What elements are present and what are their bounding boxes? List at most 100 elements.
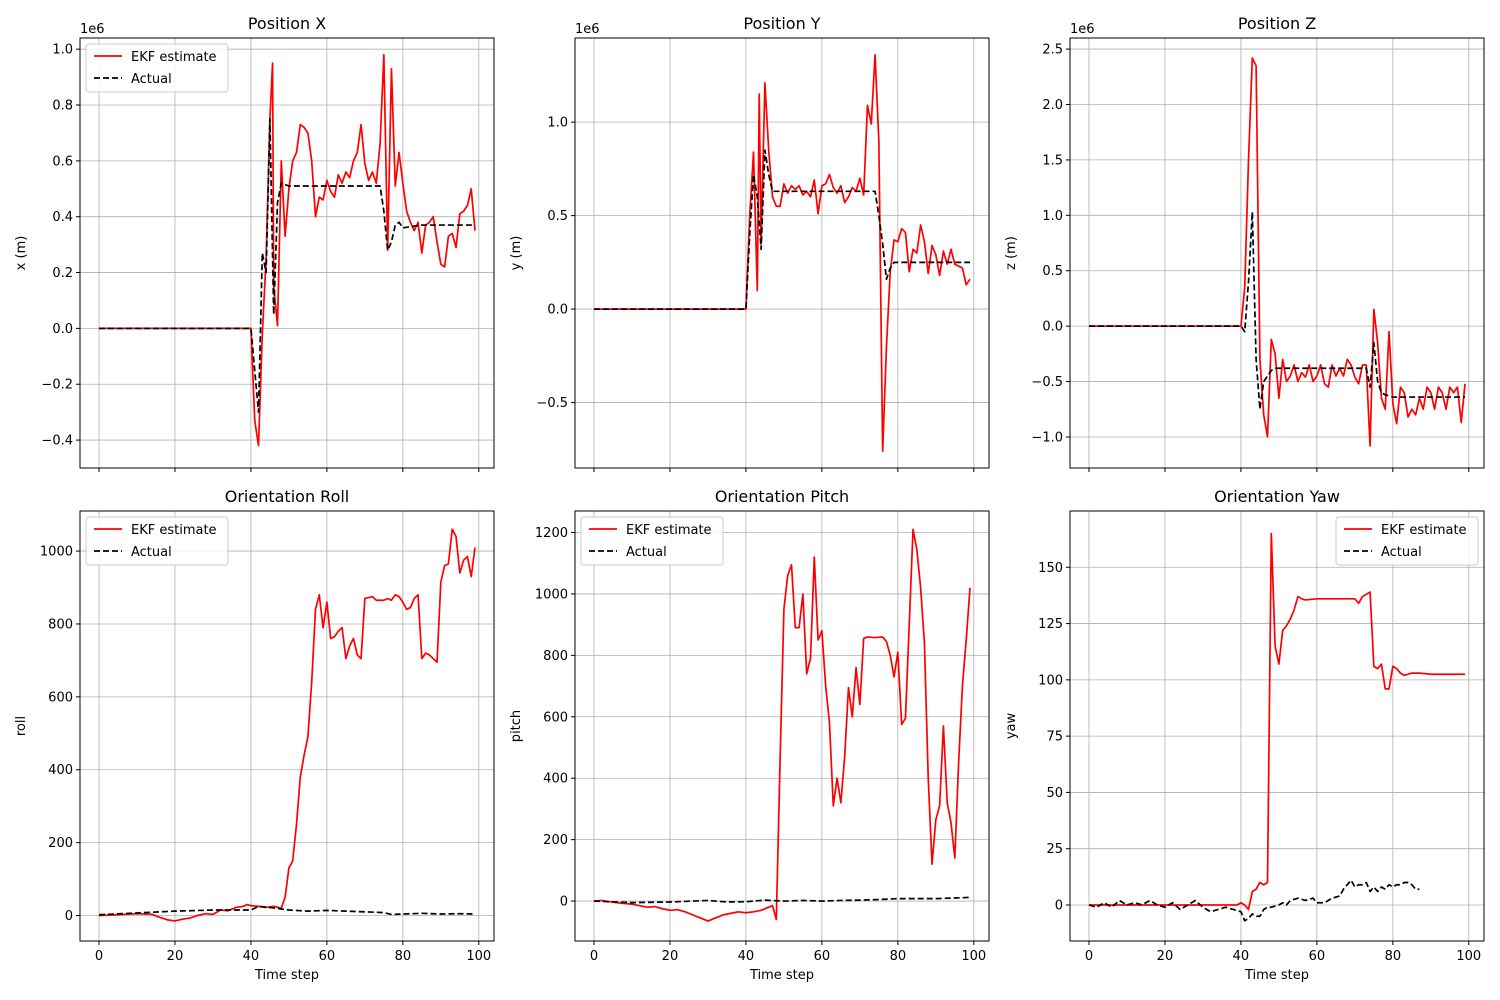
y-tick-label: 25	[1046, 842, 1063, 857]
x-tick-label: 40	[1233, 949, 1250, 964]
y-tick-label: 0.0	[52, 322, 73, 337]
ekf-estimate-series-line	[98, 528, 476, 922]
y-axis-label: x (m)	[14, 236, 29, 271]
y-tick-label: 0.5	[1042, 264, 1063, 279]
y-tick-label: 125	[1038, 617, 1063, 632]
y-axis-label: yaw	[1004, 712, 1019, 739]
chart-panel: −0.4 −0.2 0.0 0.2 0.4 0.6 0.8 1.0 Position X x (m…	[14, 14, 495, 472]
axes-frame	[574, 510, 990, 942]
x-axis-label: Time step	[254, 968, 319, 983]
actual-series-line	[98, 118, 476, 414]
y-tick-label: 600	[48, 690, 73, 705]
y-tick-label: −1.0	[1031, 430, 1063, 445]
x-tick-label: 0	[590, 949, 598, 964]
y-tick-label: 400	[543, 772, 568, 787]
legend-label: Actual	[626, 545, 667, 560]
y-tick-label: 50	[1046, 786, 1063, 801]
legend: EKF estimate Actual	[85, 43, 229, 93]
y-axis-label: roll	[14, 716, 29, 736]
axes-frame	[574, 37, 990, 469]
x-axis-label: Time step	[1244, 968, 1309, 983]
y-axis-label: z (m)	[1004, 236, 1019, 270]
y-offset-label: 1e6	[80, 22, 105, 37]
chart-panel: 0 20 40 60 80 10002004006008001000Orientation…	[14, 487, 495, 983]
actual-series-line	[1088, 211, 1466, 411]
y-tick-label: 0.8	[52, 99, 73, 114]
y-tick-label: 1.0	[52, 43, 73, 58]
y-tick-label: 1000	[40, 545, 73, 560]
y-tick-label: 0.0	[547, 303, 568, 318]
axes-frame	[1069, 510, 1485, 942]
x-tick-label: 0	[1085, 949, 1093, 964]
y-tick-label: −0.5	[536, 396, 568, 411]
y-tick-label: −0.2	[41, 378, 73, 393]
y-tick-label: 150	[1038, 561, 1063, 576]
y-tick-label: 1200	[535, 526, 568, 541]
chart-title: Position Z	[1238, 14, 1316, 33]
chart-panel: −1.0 −0.5 0.0 0.5 1.0 1.5 2.0 2.5 Position Z z (m…	[1004, 14, 1485, 472]
chart-title: Orientation Yaw	[1214, 487, 1340, 506]
legend-label: EKF estimate	[131, 523, 217, 538]
y-tick-label: 0.0	[1042, 320, 1063, 335]
x-tick-label: 20	[167, 949, 184, 964]
x-tick-label: 40	[243, 949, 260, 964]
legend: EKF estimate Actual	[85, 516, 229, 566]
chart-title: Position X	[248, 14, 326, 33]
x-tick-label: 80	[890, 949, 907, 964]
y-tick-label: 0	[1055, 898, 1063, 913]
y-tick-label: −0.4	[41, 434, 73, 449]
actual-series-line	[593, 149, 971, 310]
y-tick-label: 600	[543, 710, 568, 725]
y-tick-label: 2.5	[1042, 43, 1063, 58]
y-tick-label: 200	[48, 836, 73, 851]
x-tick-label: 20	[1157, 949, 1174, 964]
legend-label: Actual	[131, 72, 172, 87]
x-tick-label: 80	[1385, 949, 1402, 964]
legend: EKF estimate Actual	[1335, 516, 1479, 566]
y-tick-label: 1.5	[1042, 153, 1063, 168]
axes-frame	[79, 510, 495, 942]
y-tick-label: 400	[48, 763, 73, 778]
legend: EKF estimate Actual	[580, 516, 724, 566]
ekf-estimate-series-line	[593, 53, 971, 453]
x-tick-label: 60	[319, 949, 336, 964]
ekf-estimate-series-line	[1088, 57, 1466, 447]
y-tick-label: 1000	[535, 587, 568, 602]
y-tick-label: 0.5	[547, 209, 568, 224]
actual-series-line	[1088, 879, 1420, 922]
y-tick-label: 75	[1046, 730, 1063, 745]
chart-panel: 0 20 40 60 80 100020040060080010001200Orienta…	[509, 487, 990, 983]
x-axis-label: Time step	[749, 968, 814, 983]
actual-series-line	[98, 905, 476, 916]
axes-frame	[79, 37, 495, 469]
y-tick-label: 1.0	[1042, 209, 1063, 224]
y-axis-label: pitch	[509, 710, 524, 742]
x-tick-label: 100	[961, 949, 986, 964]
legend-label: EKF estimate	[131, 50, 217, 65]
chart-title: Position Y	[743, 14, 820, 33]
legend-label: Actual	[1381, 545, 1422, 560]
chart-panel: 0 20 40 60 80 100 0 25 50 75 100 125 150 Orientation …	[1004, 487, 1485, 983]
x-tick-label: 60	[814, 949, 831, 964]
x-tick-label: 0	[95, 949, 103, 964]
x-tick-label: 40	[738, 949, 755, 964]
x-tick-label: 100	[466, 949, 491, 964]
x-tick-label: 80	[395, 949, 412, 964]
y-tick-label: 0.6	[52, 154, 73, 169]
y-tick-label: 800	[543, 649, 568, 664]
x-tick-label: 60	[1309, 949, 1326, 964]
y-tick-label: 0.4	[52, 210, 73, 225]
y-tick-label: 0	[560, 895, 568, 910]
y-tick-label: 2.0	[1042, 98, 1063, 113]
axes-frame	[1069, 37, 1485, 469]
y-offset-label: 1e6	[575, 22, 600, 37]
chart-title: Orientation Roll	[225, 487, 350, 506]
legend-label: EKF estimate	[626, 523, 712, 538]
y-tick-label: 1.0	[547, 116, 568, 131]
y-tick-label: 0.2	[52, 266, 73, 281]
legend-label: EKF estimate	[1381, 523, 1467, 538]
y-tick-label: 100	[1038, 673, 1063, 688]
chart-panel: −0.5 0.0 0.5 1.0 Position Y y (m) 1e6	[509, 14, 990, 472]
